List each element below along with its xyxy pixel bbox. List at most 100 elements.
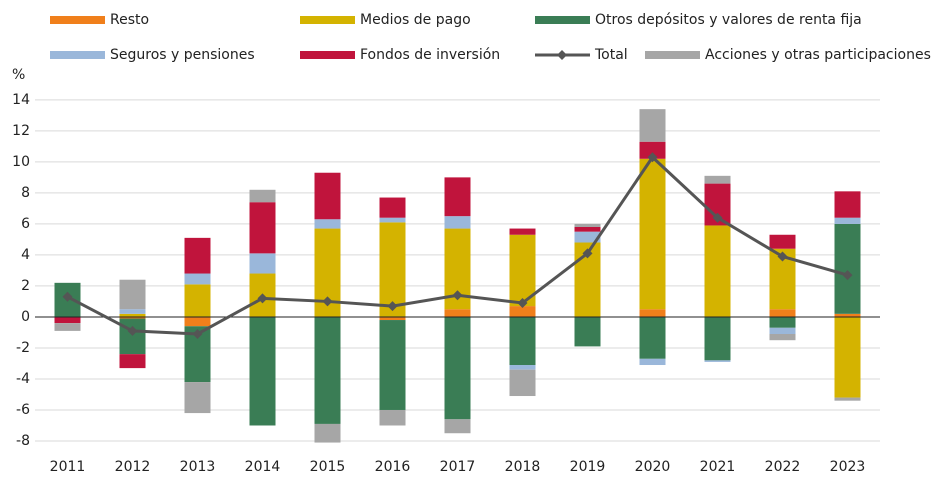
y-tick-label: 10 [12,154,30,170]
y-tick-label: 12 [12,123,30,139]
x-tick-label: 2011 [50,459,86,475]
y-tick-label: 6 [21,216,30,232]
bar-segment [639,141,666,159]
bar-segment [704,360,731,362]
legend-label: Acciones y otras participaciones [705,47,931,63]
legend-label: Fondos de inversión [360,47,500,63]
bar-segment [379,316,406,321]
bar-segment [184,237,211,274]
bar-segment [574,231,601,243]
legend-label: Total [594,47,628,63]
bar-segment [639,316,666,359]
bar-segment [509,306,536,317]
x-tick-label: 2021 [700,459,736,475]
bar-segment [834,313,861,317]
bar-segment [704,175,731,184]
legend-label: Resto [110,12,149,28]
bar-segment [834,191,861,218]
y-tick-label: 2 [21,278,30,294]
bar-segment [769,316,796,328]
bar-segment [314,316,341,424]
bar-segment [444,177,471,217]
x-tick-label: 2013 [180,459,216,475]
x-tick-label: 2019 [570,459,606,475]
bar-segment [54,316,81,324]
legend-label: Otros depósitos y valores de renta fija [595,12,862,28]
bar-segment [834,316,861,398]
bar-segment [639,109,666,142]
legend-swatch [50,51,105,59]
bar-segment [184,273,211,285]
bar-segment [834,217,861,224]
y-tick-label: 4 [21,247,30,263]
bar-segment [444,216,471,229]
total-marker [517,297,528,308]
total-marker [647,152,658,163]
x-tick-label: 2023 [830,459,866,475]
x-tick-label: 2020 [635,459,671,475]
total-marker [192,329,203,339]
y-tick-label: 8 [21,185,30,201]
total-marker [452,290,463,301]
x-tick-label: 2012 [115,459,151,475]
bar-segment [314,219,341,229]
legend-swatch [50,16,105,24]
total-marker [62,291,73,302]
y-tick-label: -8 [16,433,30,449]
legend-swatch [300,51,355,59]
bar-segment [379,409,406,426]
bar-segment [509,365,536,370]
bar-segment [184,382,211,414]
bar-segment [379,320,406,410]
bar-segment [639,309,666,317]
bar-segment [119,309,146,314]
legend-label: Medios de pago [360,12,471,28]
bar-segment [184,316,211,327]
bar-segment [249,253,276,274]
y-tick-label: -2 [16,340,30,356]
x-tick-label: 2018 [505,459,541,475]
bar-segment [509,316,536,366]
bar-segment [249,202,276,254]
x-tick-label: 2015 [310,459,346,475]
x-tick-label: 2022 [765,459,801,475]
total-marker [712,212,723,223]
legend-label: Seguros y pensiones [110,47,255,63]
bar-segment [509,369,536,397]
bar-segment [379,197,406,218]
bar-segment [119,318,146,355]
bar-segment [249,316,276,426]
bar-segment [119,313,146,317]
legend-marker [557,50,567,60]
bar-segment [704,316,731,361]
bar-segment [769,234,796,249]
bar-segment [249,189,276,203]
bar-segment [314,172,341,220]
bar-segment [574,227,601,232]
bar-segment [769,309,796,317]
bar-segment [119,316,146,319]
y-tick-label: 14 [12,92,30,108]
bar-segment [769,334,796,341]
x-tick-label: 2014 [245,459,281,475]
bar-segment [574,316,601,347]
y-tick-label: -6 [16,402,30,418]
legend-swatch [645,51,700,59]
total-marker [387,301,398,312]
x-tick-label: 2016 [375,459,411,475]
x-tick-label: 2017 [440,459,476,475]
bar-segment [639,158,666,310]
bar-segment [834,397,861,401]
legend-swatch [535,16,590,24]
bar-segment [639,358,666,366]
bar-segment [509,234,536,307]
total-marker [582,248,593,259]
bar-segment [119,279,146,310]
total-marker [257,293,268,304]
total-marker [322,296,333,307]
legend-swatch [300,16,355,24]
y-unit: % [12,67,25,83]
bar-segment [444,419,471,434]
bar-segment [184,284,211,317]
